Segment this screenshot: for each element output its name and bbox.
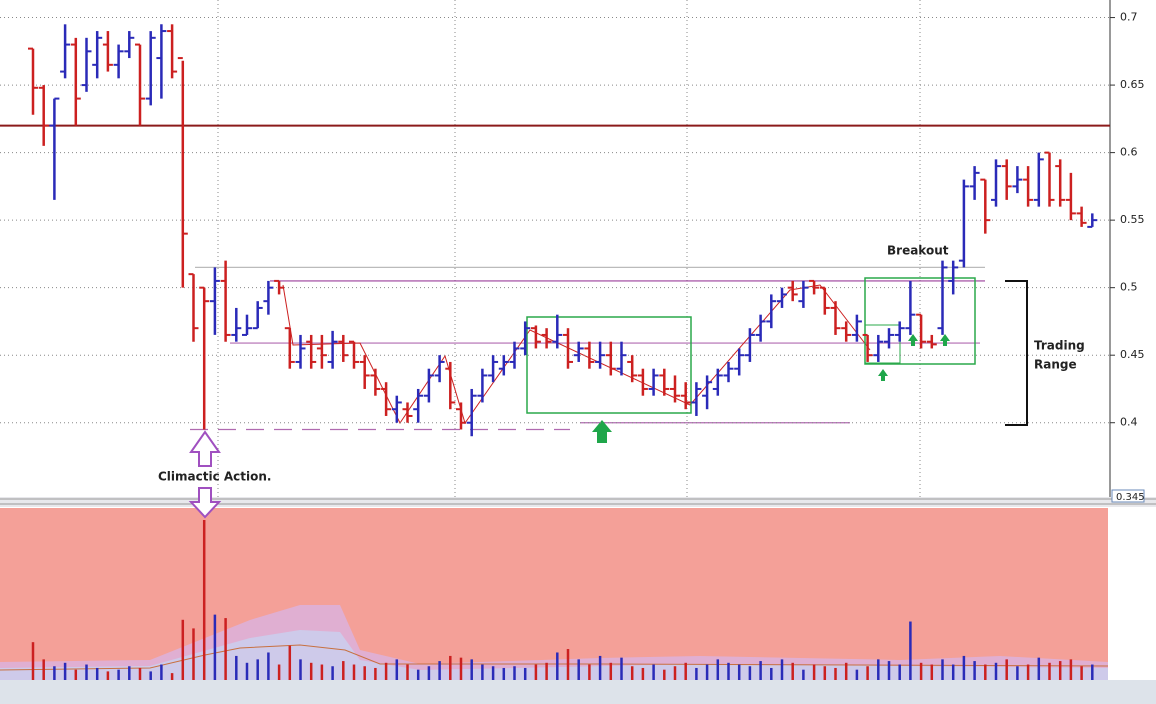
highlight-box [864,324,901,364]
y-tick-label: 0.4 [1120,416,1138,429]
y-tick-label: 0.5 [1120,281,1138,294]
panel-separator [0,497,1156,507]
scrollbar [0,680,1156,704]
levels [0,124,1110,431]
y-tick-label: 0.65 [1120,78,1145,91]
up-arrow [592,420,612,443]
y-tick-label: 0.55 [1120,213,1145,226]
vertical-grid [217,0,921,497]
y-tick-label: 0.45 [1120,348,1145,361]
annotation: Climactic Action. [158,470,271,484]
annotation: Trading [1034,339,1085,353]
highlight-box [526,316,692,414]
range-bracket [1005,280,1028,426]
up-arrow [940,334,950,346]
highlight-box [864,277,976,365]
axis-box [1111,489,1145,503]
y-tick-label: 0.7 [1120,11,1138,24]
volume-band [0,630,1108,680]
annotation: Range [1034,358,1077,372]
up-arrow [189,430,221,467]
up-arrow [908,334,918,346]
volume-average [0,644,1109,671]
up-arrow [878,369,888,381]
down-arrow [188,487,222,519]
axis-bottom-label: 0.345 [1116,492,1145,503]
annotation: Breakout [887,244,949,258]
marks: 0.4 0.45 0.5 0.55 0.6 0.65 0.7 [0,11,1145,680]
y-tick-label: 0.6 [1120,146,1138,159]
